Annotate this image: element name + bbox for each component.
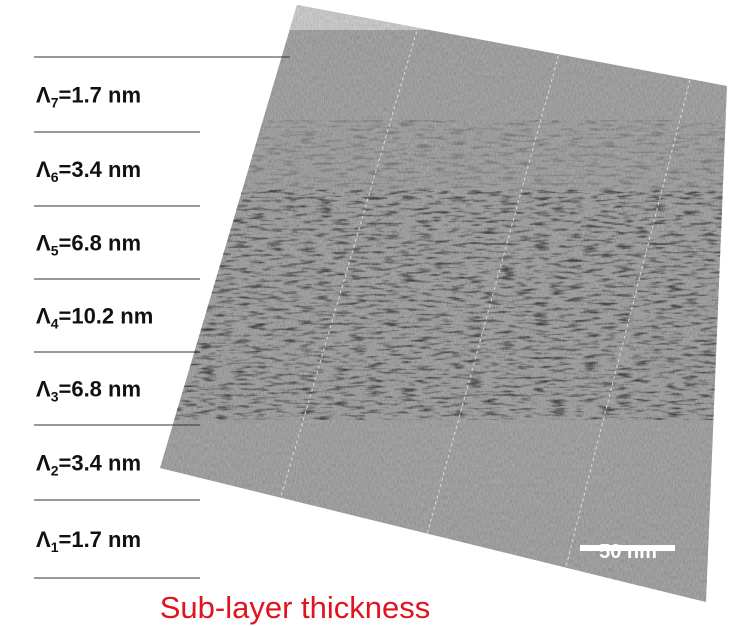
layer-label: Λ2=3.4 nm bbox=[36, 451, 141, 479]
layer-thickness: =1.7 nm bbox=[58, 527, 141, 552]
layer-symbol: Λ bbox=[36, 527, 51, 552]
layer-thickness: =10.2 nm bbox=[58, 304, 153, 329]
layer-index: 5 bbox=[51, 243, 59, 259]
layer-index: 6 bbox=[51, 169, 59, 185]
layer-symbol: Λ bbox=[36, 304, 51, 329]
layer-thickness: =1.7 nm bbox=[58, 83, 141, 108]
layer-label: Λ7=1.7 nm bbox=[36, 83, 141, 111]
layer-symbol: Λ bbox=[36, 231, 51, 256]
layer-symbol: Λ bbox=[36, 377, 51, 402]
layer-index: 7 bbox=[51, 95, 59, 111]
figure: 50 nm Λ7=1.7 nmΛ6=3.4 nmΛ5=6.8 nmΛ4=10.2… bbox=[0, 0, 729, 627]
layer-symbol: Λ bbox=[36, 451, 51, 476]
layer-label: Λ6=3.4 nm bbox=[36, 157, 141, 185]
layer-thickness: =6.8 nm bbox=[58, 377, 141, 402]
scale-bar-label: 50 nm bbox=[599, 541, 657, 563]
layer-symbol: Λ bbox=[36, 157, 51, 182]
layer-thickness: =3.4 nm bbox=[58, 451, 141, 476]
layer-thickness: =3.4 nm bbox=[58, 157, 141, 182]
layer-index: 2 bbox=[51, 463, 59, 479]
layer-label: Λ3=6.8 nm bbox=[36, 377, 141, 405]
layer-index: 1 bbox=[51, 539, 59, 555]
layer-label: Λ5=6.8 nm bbox=[36, 231, 141, 259]
layer-thickness: =6.8 nm bbox=[58, 231, 141, 256]
layer-label: Λ4=10.2 nm bbox=[36, 304, 153, 332]
layer-index: 3 bbox=[51, 389, 59, 405]
tem-image bbox=[150, 0, 729, 610]
caption: Sub-layer thickness bbox=[160, 590, 431, 625]
layer-index: 4 bbox=[51, 316, 59, 332]
layer-label: Λ1=1.7 nm bbox=[36, 527, 141, 555]
layer-symbol: Λ bbox=[36, 83, 51, 108]
